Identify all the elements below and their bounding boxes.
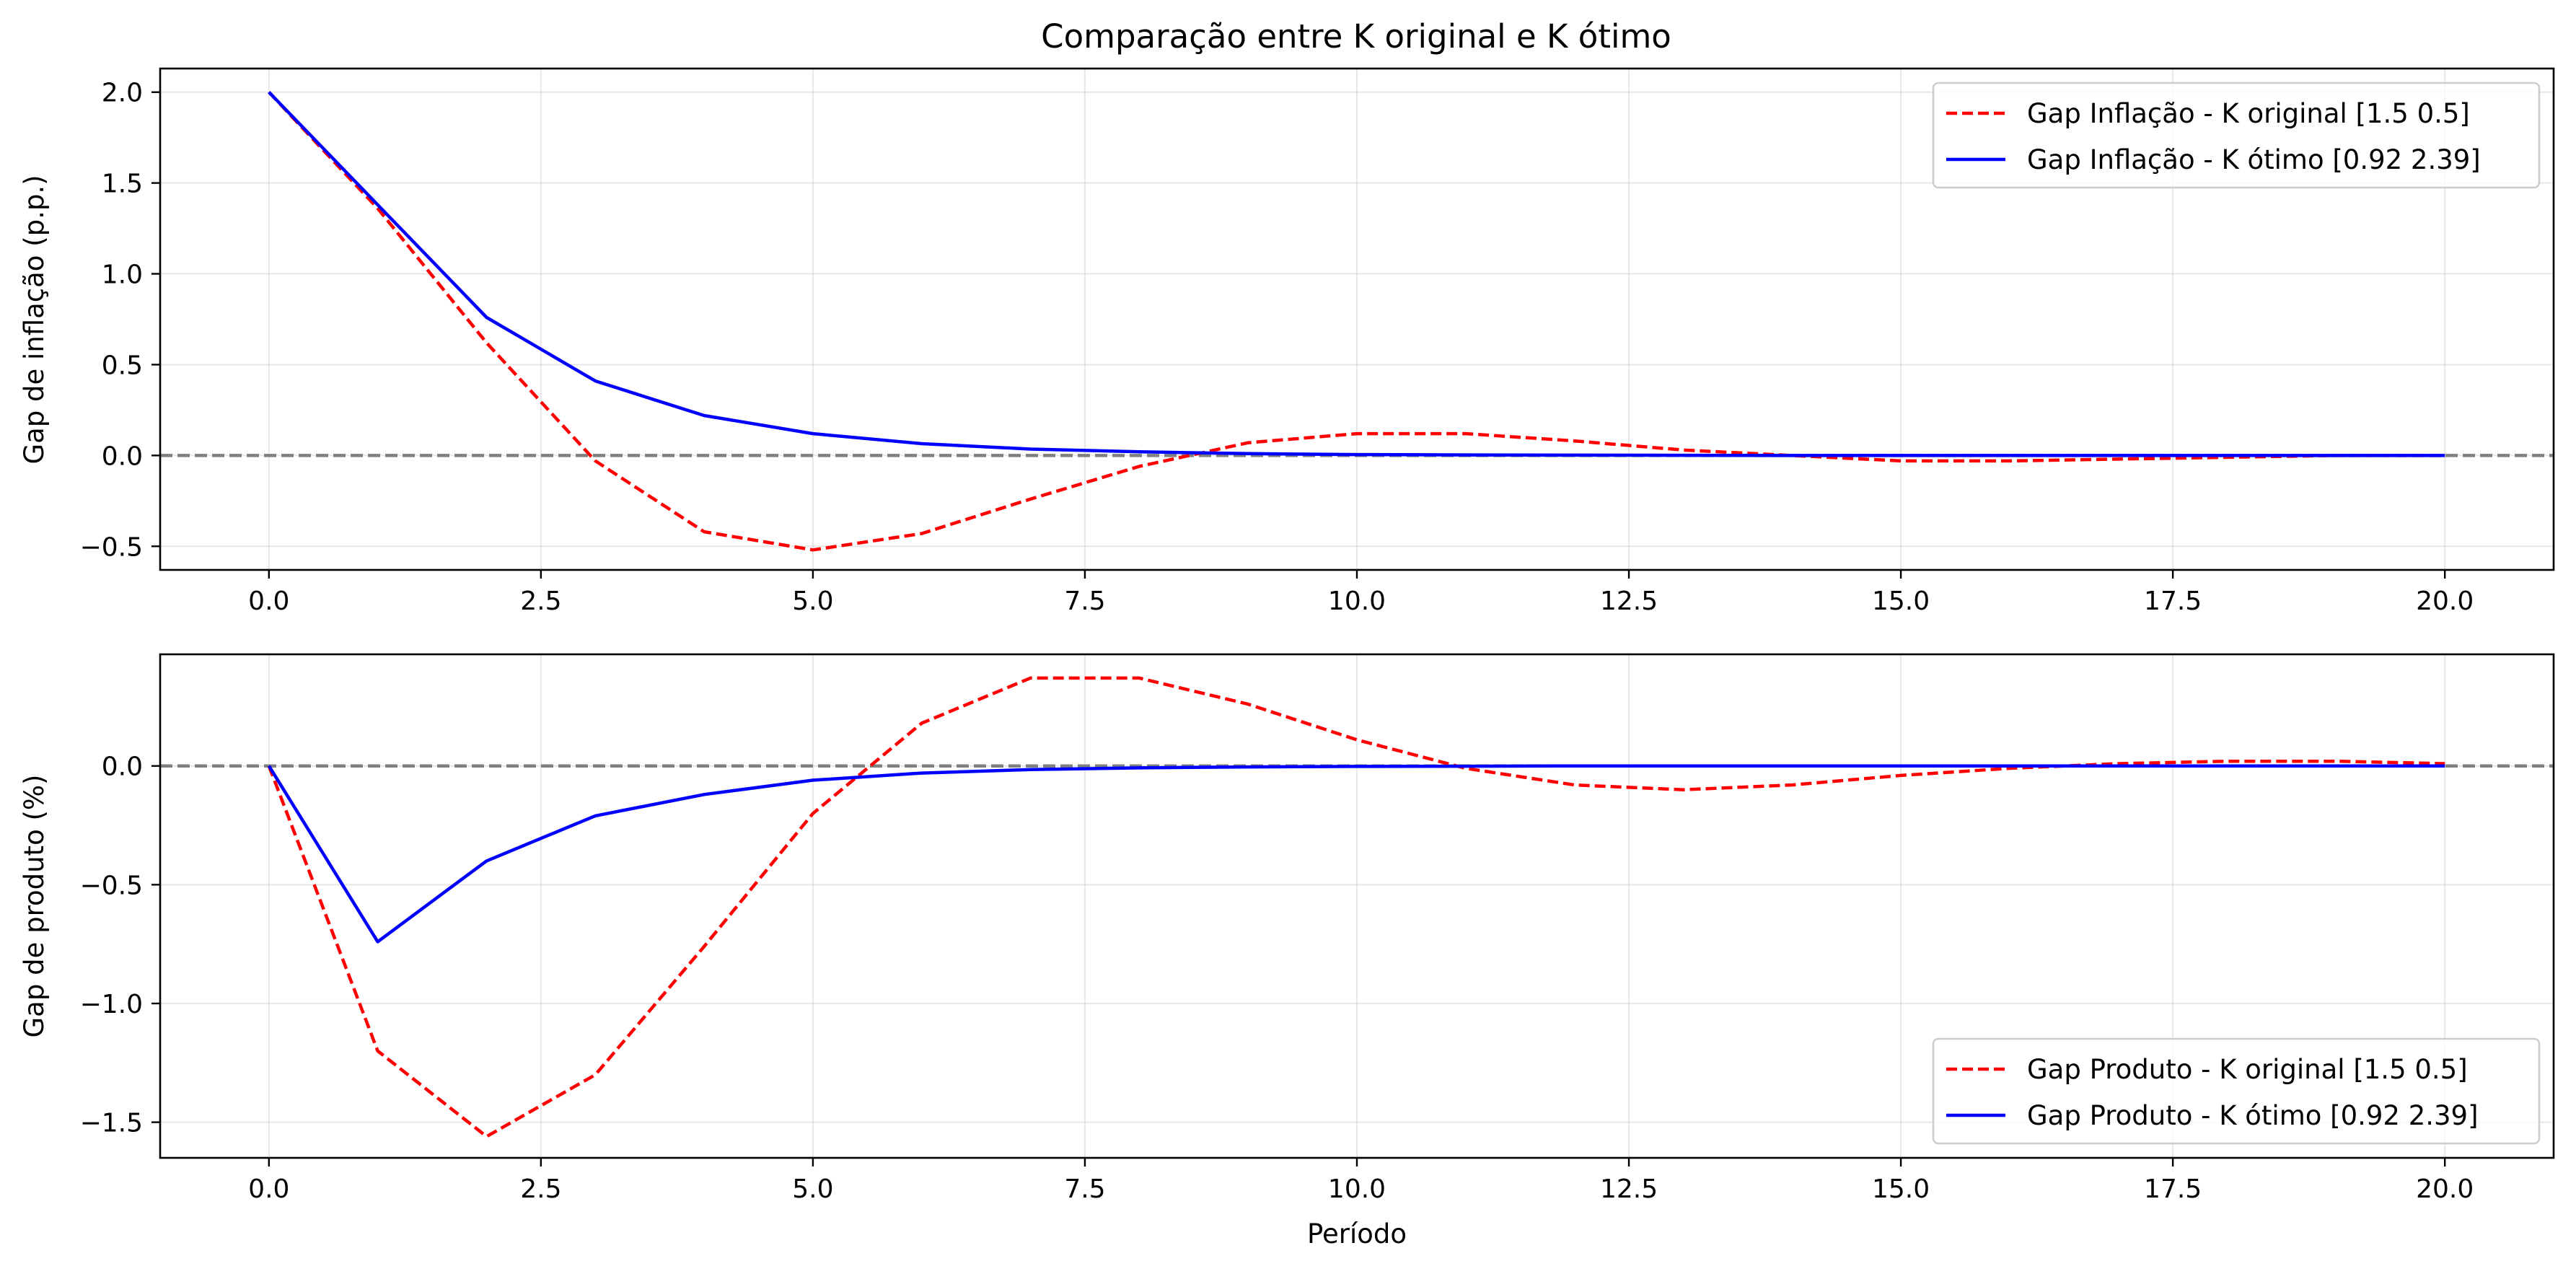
x-tick-label: 5.0 — [792, 1174, 833, 1204]
legend-entry-label: Gap Produto - K ótimo [0.92 2.39] — [2027, 1100, 2479, 1131]
output-series-k-original-line — [267, 676, 2445, 1138]
output-series-k-otimo-line — [267, 764, 2445, 944]
x-tick-label: 7.5 — [1064, 587, 1105, 616]
y-tick-label: 0.0 — [102, 752, 143, 782]
inflation-series-k-original-line — [268, 91, 2445, 552]
x-tick-label: 17.5 — [2144, 587, 2202, 616]
x-tick-label: 15.0 — [1872, 587, 1930, 616]
y-tick-label: 0.0 — [102, 441, 143, 471]
x-tick-label: 0.0 — [248, 587, 289, 616]
y-tick-label: −0.5 — [80, 532, 143, 562]
y-tick-label: 1.0 — [102, 260, 143, 290]
x-tick-label: 17.5 — [2144, 1174, 2202, 1204]
x-tick-label: 10.0 — [1328, 587, 1386, 616]
output-plot-frame — [159, 653, 2555, 1159]
y-tick-label: −1.0 — [80, 990, 143, 1019]
x-tick-label: 20.0 — [2416, 1174, 2474, 1204]
x-tick-label: 10.0 — [1328, 1174, 1386, 1204]
legend-entry-label: Gap Inflação - K original [1.5 0.5] — [2027, 98, 2470, 129]
legend-box — [1932, 82, 2541, 189]
y-tick-label: 2.0 — [102, 79, 143, 108]
inflation-plot-frame — [159, 67, 2555, 571]
x-tick-label: 7.5 — [1064, 1174, 1105, 1204]
inflation-y-axis-label: Gap de inflação (p.p.) — [19, 175, 50, 464]
inflation-legend: Gap Inflação - K original [1.5 0.5] Gap I… — [1932, 82, 2541, 189]
x-tick-label: 2.5 — [520, 1174, 561, 1204]
x-axis-label: Período — [1307, 1218, 1407, 1249]
x-tick-label: 20.0 — [2416, 587, 2474, 616]
inflation-series-k-otimo-line — [268, 91, 2445, 457]
x-tick-label: 12.5 — [1600, 587, 1658, 616]
output-y-axis-label: Gap de produto (%) — [19, 775, 50, 1038]
x-tick-label: 2.5 — [520, 587, 561, 616]
legend-entry-label: Gap Produto - K original [1.5 0.5] — [2027, 1054, 2468, 1085]
chart-title: Comparação entre K original e K ótimo — [1041, 17, 1671, 56]
x-tick-label: 0.0 — [248, 1174, 289, 1204]
y-tick-label: 0.5 — [102, 351, 143, 380]
output-grid — [160, 654, 2554, 1158]
output-legend: Gap Produto - K original [1.5 0.5] Gap Pr… — [1932, 1037, 2541, 1145]
inflation-gap-panel: 0.0 2.5 5.0 7.5 10.0 12.5 15.0 17.5 20.0 −0.5 0.0 0… — [19, 67, 2555, 616]
output-gap-panel: 0.0 2.5 5.0 7.5 10.0 12.5 15.0 17.5 20.0 −1.5 −1.0… — [19, 653, 2555, 1249]
legend-box — [1932, 1037, 2541, 1145]
y-tick-label: −1.5 — [80, 1109, 143, 1138]
legend-entry-label: Gap Inflação - K ótimo [0.92 2.39] — [2027, 144, 2481, 175]
x-tick-label: 15.0 — [1872, 1174, 1930, 1204]
x-tick-label: 12.5 — [1600, 1174, 1658, 1204]
x-tick-label: 5.0 — [792, 587, 833, 616]
y-tick-label: 1.5 — [102, 170, 143, 199]
y-tick-label: −0.5 — [80, 871, 143, 900]
